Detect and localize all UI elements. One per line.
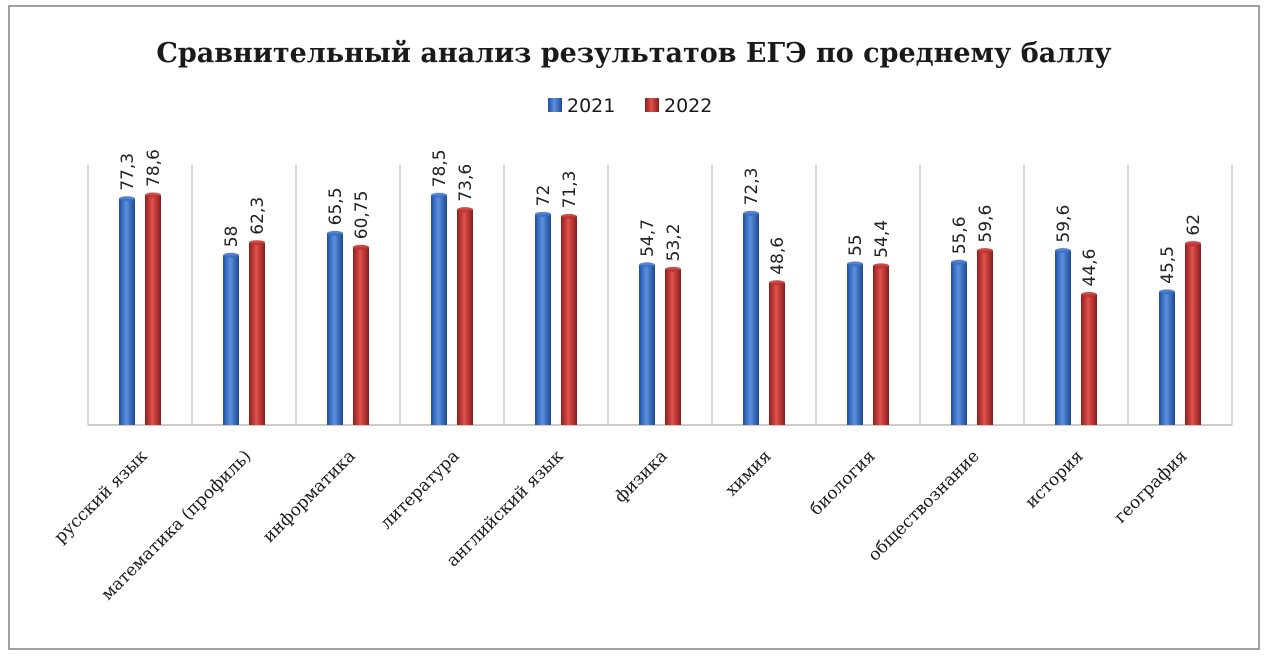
bar-2022 <box>1185 243 1201 425</box>
data-label-2021: 59,6 <box>1054 205 1074 243</box>
bar-2022 <box>249 242 265 425</box>
bar-2021 <box>327 233 343 425</box>
data-label-2021: 54,7 <box>638 219 658 257</box>
bar-top-2021 <box>639 262 655 268</box>
data-label-2021: 55 <box>846 234 866 256</box>
data-label-2021: 58 <box>222 226 242 248</box>
bar-2022 <box>1081 294 1097 425</box>
data-label-2021: 65,5 <box>326 187 346 225</box>
bar-2021 <box>535 214 551 425</box>
bar-top-2022 <box>561 213 577 219</box>
bar-top-2021 <box>1159 289 1175 295</box>
bar-2021 <box>1055 250 1071 425</box>
bar-2022 <box>665 269 681 425</box>
data-label-2022: 44,6 <box>1080 249 1100 287</box>
bar-2021 <box>431 195 447 425</box>
data-label-2022: 54,4 <box>872 220 892 258</box>
bar-2021 <box>223 255 239 425</box>
data-label-2022: 59,6 <box>976 205 996 243</box>
bar-2021 <box>1159 291 1175 425</box>
legend: 2021 2022 <box>548 95 712 117</box>
legend-swatch-2022 <box>645 98 659 112</box>
bar-top-2021 <box>431 192 447 198</box>
bar-top-2022 <box>1185 241 1201 247</box>
bar-top-2021 <box>327 230 343 236</box>
bar-2022 <box>873 265 889 425</box>
legend-label-2021: 2021 <box>567 95 615 117</box>
data-label-2022: 73,6 <box>456 164 476 202</box>
data-label-2021: 78,5 <box>430 149 450 187</box>
bar-2022 <box>145 195 161 425</box>
bar-top-2022 <box>353 244 369 250</box>
data-label-2022: 62,3 <box>248 197 268 235</box>
bar-2021 <box>119 198 135 425</box>
bar-top-2022 <box>977 248 993 254</box>
bar-top-2022 <box>457 207 473 213</box>
bar-top-2021 <box>535 211 551 217</box>
bar-top-2022 <box>665 266 681 272</box>
data-label-2021: 72,3 <box>742 168 762 206</box>
bar-top-2021 <box>119 196 135 202</box>
data-label-2022: 78,6 <box>144 149 164 187</box>
bar-top-2022 <box>249 240 265 246</box>
bar-top-2021 <box>951 259 967 265</box>
data-label-2021: 77,3 <box>118 153 138 191</box>
chart-title: Сравнительный анализ результатов ЕГЭ по … <box>156 38 1112 69</box>
data-label-2021: 45,5 <box>1158 246 1178 284</box>
bar-top-2022 <box>1081 291 1097 297</box>
data-label-2022: 62 <box>1184 214 1204 236</box>
bar-2022 <box>977 250 993 425</box>
legend-swatch-2021 <box>548 98 562 112</box>
data-label-2022: 71,3 <box>560 171 580 209</box>
bar-2022 <box>457 209 473 425</box>
bar-2022 <box>561 216 577 425</box>
bar-2021 <box>743 213 759 425</box>
bar-top-2021 <box>743 210 759 216</box>
bar-2021 <box>847 264 863 425</box>
bar-top-2021 <box>847 261 863 267</box>
bar-top-2022 <box>769 280 785 286</box>
bar-2021 <box>639 264 655 425</box>
data-label-2022: 60,75 <box>352 191 372 240</box>
bar-2022 <box>353 247 369 425</box>
bar-top-2022 <box>145 192 161 198</box>
bar-top-2021 <box>1055 248 1071 254</box>
bar-top-2021 <box>223 252 239 258</box>
chart-border <box>8 5 1260 650</box>
data-label-2022: 53,2 <box>664 223 684 261</box>
data-label-2021: 55,6 <box>950 216 970 254</box>
bar-2022 <box>769 282 785 425</box>
bar-top-2022 <box>873 263 889 269</box>
legend-label-2022: 2022 <box>664 95 712 117</box>
data-label-2022: 48,6 <box>768 237 788 275</box>
bar-2021 <box>951 262 967 425</box>
data-label-2021: 72 <box>534 185 554 207</box>
